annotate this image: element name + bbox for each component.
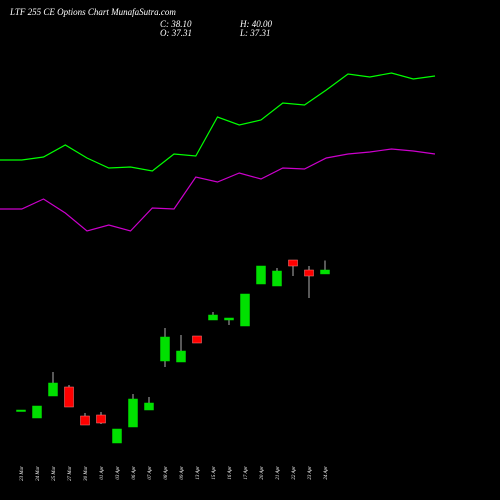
chart-title: LTF 255 CE Options Chart MunafaSutra.com [9, 7, 176, 17]
x-tick-label: 24 Mar [36, 466, 41, 481]
x-tick-label: 23 Mar [20, 466, 25, 481]
close-info: C: 38.10 [160, 19, 192, 29]
candle-body [304, 269, 314, 277]
candle-body [64, 386, 74, 408]
candle-body [128, 398, 138, 428]
high-info: H: 40.00 [239, 19, 272, 29]
x-tick-label: 27 Mar [68, 466, 73, 481]
x-tick-label: 03 Apr [116, 466, 121, 480]
candle-body [256, 265, 266, 285]
x-tick-label: 23 Apr [308, 466, 313, 480]
candle-body [320, 269, 330, 275]
x-tick-label: 24 Apr [324, 466, 329, 480]
x-tick-label: 25 Mar [52, 466, 57, 481]
candle-body [32, 405, 42, 419]
x-tick-label: 20 Apr [260, 466, 265, 480]
x-tick-label: 16 Apr [228, 466, 233, 480]
x-tick-label: 06 Apr [132, 466, 137, 480]
low-info: L: 37.31 [239, 28, 271, 38]
candle-body [240, 293, 250, 327]
open-info: O: 37.31 [160, 28, 192, 38]
x-tick-label: 01 Apr [100, 466, 105, 480]
candle-body [16, 409, 26, 412]
x-tick-label: 15 Apr [212, 466, 217, 480]
x-tick-label: 09 Apr [180, 466, 185, 480]
candle-body [144, 402, 154, 411]
candle-body [80, 415, 90, 426]
x-tick-label: 21 Apr [276, 466, 281, 480]
candle-body [288, 259, 298, 267]
x-tick-label: 07 Apr [148, 466, 153, 480]
x-tick-label: 30 Mar [84, 466, 89, 481]
x-tick-label: 17 Apr [244, 466, 249, 480]
candle-body [96, 414, 106, 424]
x-tick-label: 08 Apr [164, 466, 169, 480]
candle-body [48, 382, 58, 397]
candle-body [160, 336, 170, 362]
candle-body [192, 335, 202, 344]
overlay-line [0, 72, 436, 172]
candle-body [272, 270, 282, 287]
x-tick-label: 13 Apr [196, 466, 201, 480]
candle-body [208, 314, 218, 321]
overlay-line [0, 148, 436, 232]
candle-body [112, 428, 122, 444]
x-tick-label: 22 Apr [292, 466, 297, 480]
candle-body [224, 317, 234, 321]
candle-body [176, 350, 186, 363]
